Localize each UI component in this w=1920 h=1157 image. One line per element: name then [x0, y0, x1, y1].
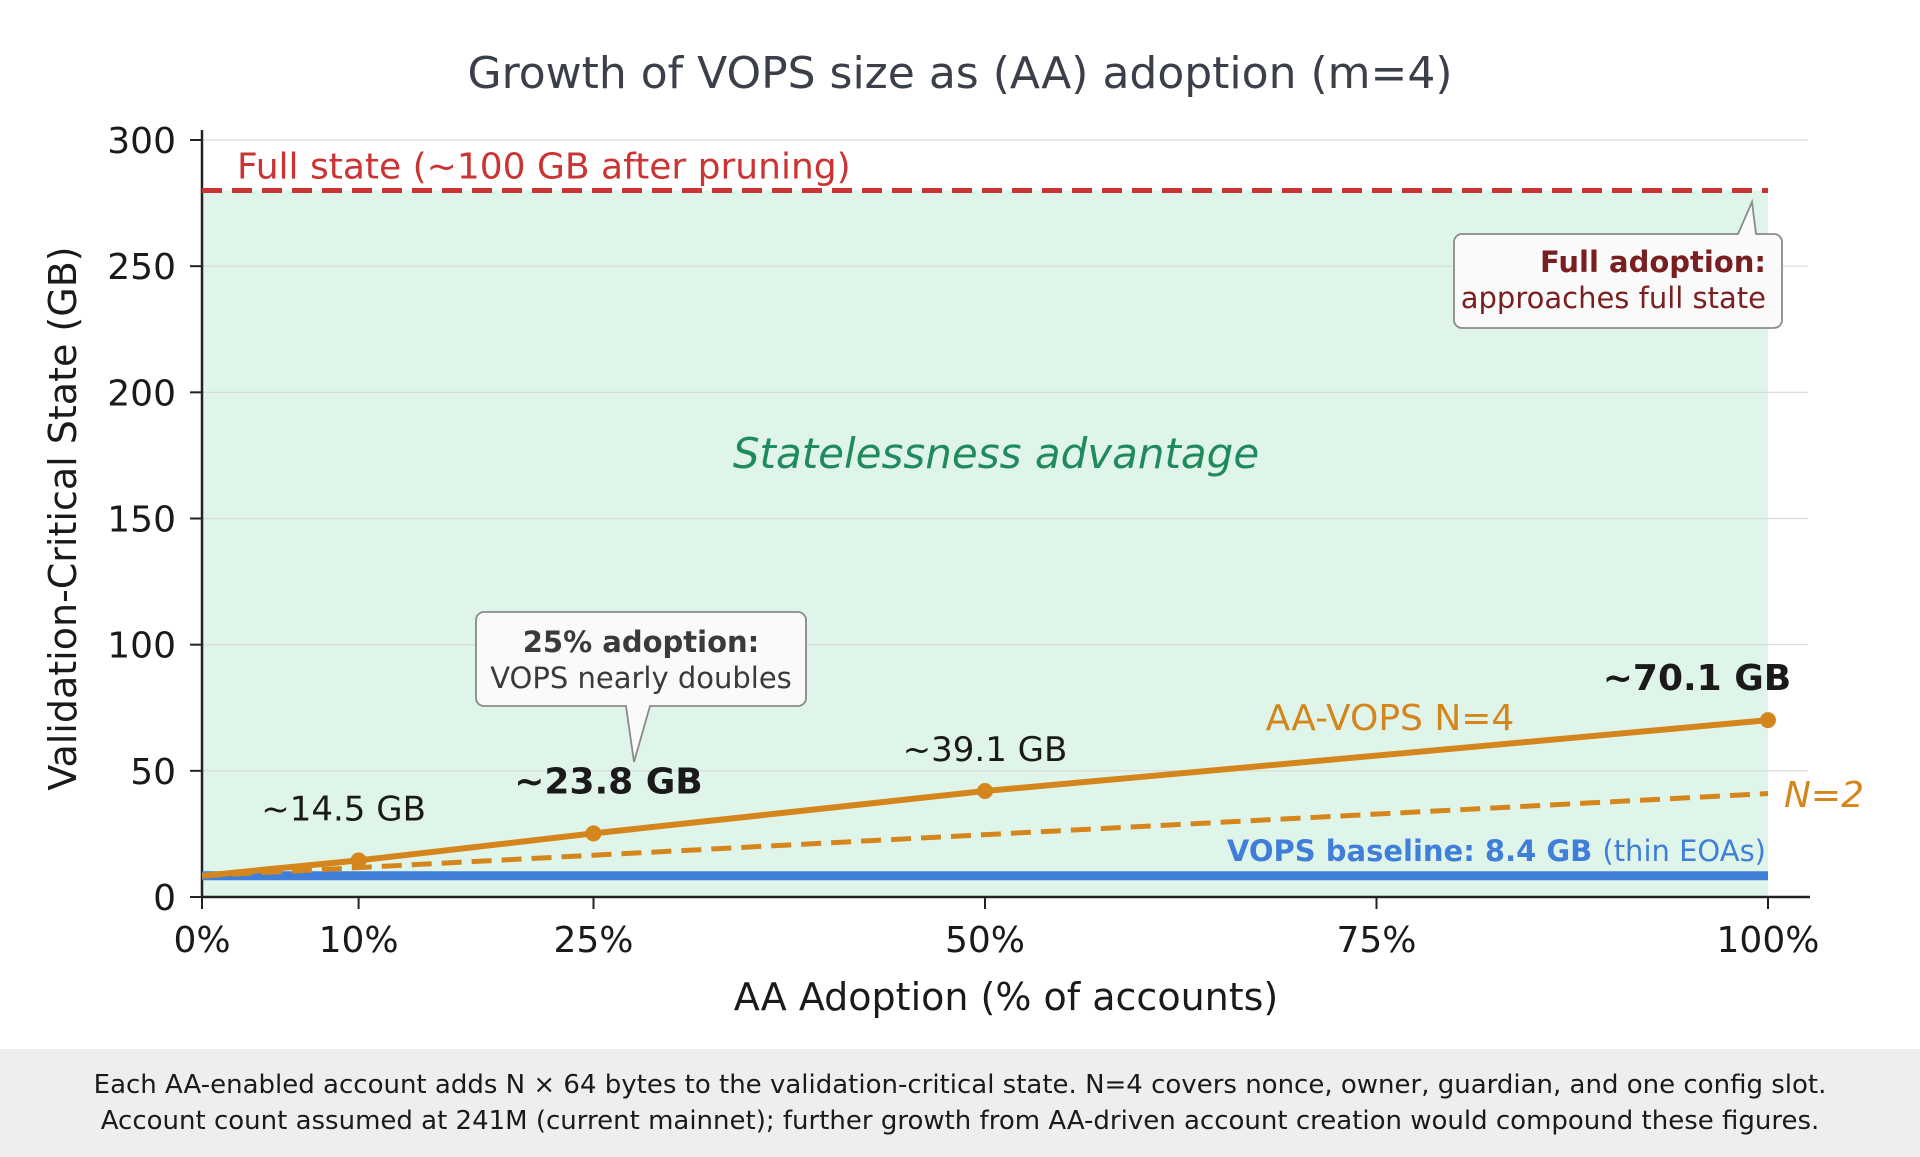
caption: Each AA-enabled account adds N × 64 byte…: [0, 1049, 1920, 1157]
baseline-label-value: VOPS baseline: 8.4 GB: [1227, 834, 1602, 868]
callout-full-adoption: Full adoption:approaches full state: [1453, 198, 1783, 329]
y-tick-label: 200: [107, 373, 176, 414]
x-tick-label: 0%: [173, 920, 230, 961]
full-state-label: Full state (~100 GB after pruning): [237, 146, 851, 187]
caption-line-1: Each AA-enabled account adds N × 64 byte…: [93, 1070, 1827, 1100]
n4-point: [585, 825, 602, 842]
x-tick-label: 25%: [553, 920, 633, 961]
baseline-label: VOPS baseline: 8.4 GB (thin EOAs): [1227, 834, 1766, 868]
y-tick-label: 150: [107, 500, 176, 541]
baseline-label-note: (thin EOAs): [1602, 834, 1766, 868]
y-axis-label: Validation-Critical State (GB): [41, 246, 85, 790]
callout-body: approaches full state: [1461, 281, 1766, 315]
n4-point: [350, 852, 367, 869]
x-axis-label: AA Adoption (% of accounts): [734, 975, 1279, 1019]
callout-title: Full adoption:: [1540, 245, 1766, 279]
n4-point: [1760, 712, 1776, 729]
n4-point: [977, 783, 993, 800]
y-tick-label: 250: [107, 247, 176, 288]
y-tick-label: 100: [107, 626, 176, 667]
chart-title: Growth of VOPS size as (AA) adoption (m=…: [467, 48, 1452, 99]
n4-series-label: AA-VOPS N=4: [1266, 698, 1515, 739]
point-label: ~70.1 GB: [1603, 658, 1792, 699]
point-label: ~23.8 GB: [514, 761, 703, 802]
y-tick-label: 50: [130, 752, 176, 793]
chart: 0 50 100 150 200 250 300 0% 10% 25% 50% 75% 100% Grow…: [41, 48, 1864, 1019]
callout-body: VOPS nearly doubles: [490, 661, 792, 695]
x-tick-label: 100%: [1717, 920, 1820, 961]
point-label: ~39.1 GB: [903, 730, 1068, 770]
n2-series-label: N=2: [1784, 775, 1864, 816]
y-tick-label: 0: [153, 878, 176, 919]
caption-line-2: Account count assumed at 241M (current m…: [100, 1106, 1820, 1136]
region-label: Statelessness advantage: [733, 429, 1259, 478]
x-tick-label: 10%: [319, 920, 399, 961]
point-label: ~14.5 GB: [261, 789, 426, 829]
y-tick-label: 300: [107, 121, 176, 162]
x-tick-label: 50%: [945, 920, 1025, 961]
x-tick-label: 75%: [1336, 920, 1416, 961]
callout-title: 25% adoption:: [523, 625, 760, 659]
n2-line: [201, 791, 1769, 879]
callout-box: [475, 611, 807, 763]
callout-25-adoption: 25% adoption:VOPS nearly doubles: [475, 611, 807, 763]
callout-box: [1453, 198, 1783, 329]
